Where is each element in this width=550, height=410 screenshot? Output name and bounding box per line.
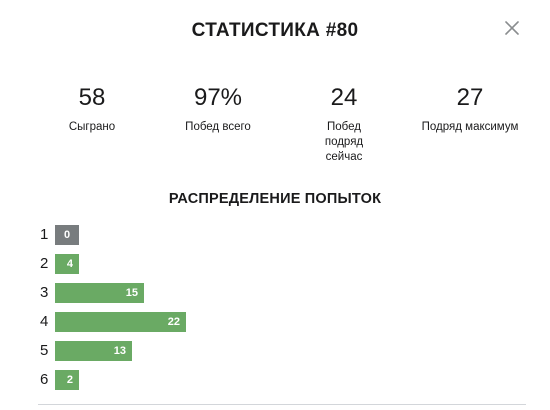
bar-count: 22	[167, 316, 180, 328]
stat-value: 24	[330, 84, 358, 111]
stat-played: 58 Сыграно	[37, 84, 147, 135]
close-button[interactable]	[500, 16, 524, 40]
guess-number: 4	[40, 313, 49, 330]
guess-number: 6	[40, 371, 49, 388]
stat-value: 27	[456, 84, 484, 111]
distribution-bar: 15	[55, 283, 144, 303]
distribution-bar: 13	[55, 341, 132, 361]
stat-label: Побед подряд сейчас	[324, 121, 364, 163]
bar-count: 15	[125, 287, 138, 299]
guess-row: 5 13	[40, 341, 132, 361]
stat-value: 97%	[193, 84, 243, 111]
bar-count: 2	[66, 374, 73, 386]
guess-row: 4 22	[40, 312, 186, 332]
stat-current-streak: 24 Побед подряд сейчас	[289, 84, 399, 165]
bar-count: 4	[66, 258, 73, 270]
guess-number: 2	[40, 255, 49, 272]
divider	[38, 404, 526, 405]
bar-count: 0	[63, 229, 71, 241]
guess-number: 3	[40, 284, 49, 301]
modal-title: СТАТИСТИКА #80	[191, 20, 359, 41]
distribution-bar: 0	[55, 225, 79, 245]
bar-count: 13	[113, 345, 126, 357]
stat-value: 58	[78, 84, 106, 111]
guess-row: 3 15	[40, 283, 144, 303]
guess-number: 1	[40, 226, 49, 243]
distribution-bar: 4	[55, 254, 79, 274]
close-icon	[505, 21, 519, 35]
distribution-bar: 22	[55, 312, 186, 332]
distribution-title: РАСПРЕДЕЛЕНИЕ ПОПЫТОК	[168, 191, 382, 207]
stat-max-streak: 27 Подряд максимум	[415, 84, 525, 135]
stat-label: Сыграно	[68, 121, 116, 133]
stats-summary: 58 Сыграно 97% Побед всего 24 Побед подр…	[0, 84, 550, 164]
stat-label: Подряд максимум	[421, 121, 519, 133]
distribution-bar: 2	[55, 370, 79, 390]
guess-number: 5	[40, 342, 49, 359]
stat-win-percent: 97% Побед всего	[163, 84, 273, 135]
stat-label: Побед всего	[185, 121, 251, 133]
